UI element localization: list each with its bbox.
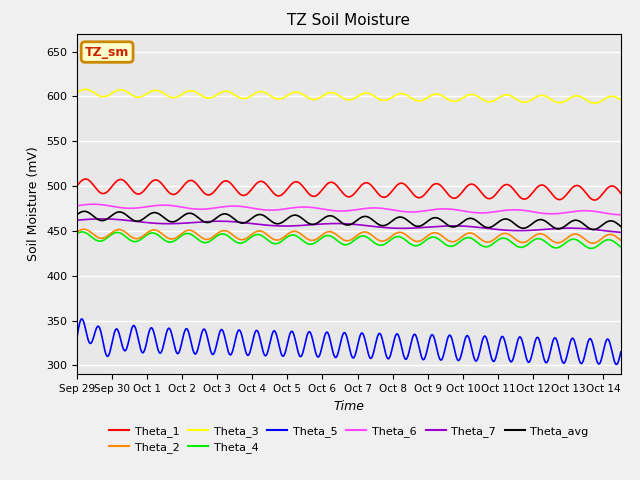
Theta_7 [383,225,390,230]
Theta_7 [316,221,323,227]
Theta_3 [617,97,625,103]
Theta_5 [115,331,123,337]
Theta_2 [316,234,323,240]
Theta_avg [617,224,625,229]
Line: Theta_5: Theta_5 [77,319,621,364]
Theta_5 [617,349,625,355]
Theta_4 [617,244,625,250]
Theta_avg [325,213,333,219]
Theta_5 [73,336,81,341]
Theta_6 [138,204,145,210]
Theta_3 [115,87,123,93]
Theta_1 [304,190,312,196]
Theta_7 [304,222,312,228]
Theta_avg [316,219,323,225]
Theta_avg [138,217,145,223]
Line: Theta_6: Theta_6 [77,204,621,215]
Theta_avg [304,220,312,226]
Theta_2 [383,237,390,243]
Theta_5 [78,316,86,322]
Theta_avg [383,222,390,228]
Theta_3 [138,94,145,99]
Theta_2 [325,229,333,235]
Title: TZ Soil Moisture: TZ Soil Moisture [287,13,410,28]
Theta_5 [138,348,145,354]
Theta_4 [304,241,312,247]
X-axis label: Time: Time [333,400,364,413]
Theta_7 [115,217,123,223]
Theta_1 [325,180,333,186]
Legend: Theta_1, Theta_2, Theta_3, Theta_4, Theta_5, Theta_6, Theta_7, Theta_avg: Theta_1, Theta_2, Theta_3, Theta_4, Thet… [104,421,593,457]
Theta_avg [115,209,123,215]
Theta_7 [325,221,333,227]
Theta_6 [617,212,625,217]
Theta_3 [316,95,323,101]
Line: Theta_1: Theta_1 [77,179,621,200]
Theta_5 [612,361,620,367]
Theta_1 [316,191,323,196]
Line: Theta_2: Theta_2 [77,229,621,243]
Theta_3 [383,97,390,103]
Theta_7 [617,229,625,235]
Theta_5 [383,354,390,360]
Theta_4 [383,240,390,246]
Text: TZ_sm: TZ_sm [85,46,129,59]
Theta_2 [115,227,123,232]
Line: Theta_4: Theta_4 [77,232,621,249]
Theta_2 [73,229,81,235]
Theta_2 [138,234,145,240]
Theta_6 [383,206,390,212]
Theta_4 [73,231,81,237]
Theta_4 [316,237,323,243]
Theta_1 [591,197,598,203]
Theta_5 [304,330,312,336]
Theta_6 [73,203,81,209]
Line: Theta_avg: Theta_avg [77,211,621,229]
Theta_3 [73,90,81,96]
Theta_1 [115,177,123,182]
Line: Theta_3: Theta_3 [77,89,621,103]
Theta_4 [588,246,595,252]
Theta_2 [589,240,596,246]
Theta_5 [316,353,323,359]
Theta_6 [325,207,333,213]
Theta_1 [617,191,625,196]
Theta_4 [138,236,145,242]
Theta_1 [138,190,145,196]
Theta_6 [316,205,323,211]
Theta_1 [383,193,390,199]
Theta_2 [304,236,312,242]
Theta_avg [73,212,81,217]
Theta_3 [82,86,90,92]
Theta_5 [325,333,333,339]
Theta_6 [115,204,123,210]
Theta_2 [617,238,625,243]
Theta_3 [591,100,598,106]
Theta_6 [304,204,312,210]
Theta_6 [90,201,97,207]
Theta_7 [138,219,145,225]
Theta_2 [80,226,88,232]
Theta_3 [325,90,333,96]
Y-axis label: Soil Moisture (mV): Soil Moisture (mV) [28,146,40,262]
Theta_4 [79,229,86,235]
Theta_1 [82,176,90,182]
Line: Theta_7: Theta_7 [77,219,621,232]
Theta_4 [325,233,333,239]
Theta_4 [115,230,123,236]
Theta_7 [99,216,106,222]
Theta_avg [589,227,597,232]
Theta_avg [81,208,88,214]
Theta_3 [304,95,312,101]
Theta_1 [73,183,81,189]
Theta_7 [73,217,81,223]
